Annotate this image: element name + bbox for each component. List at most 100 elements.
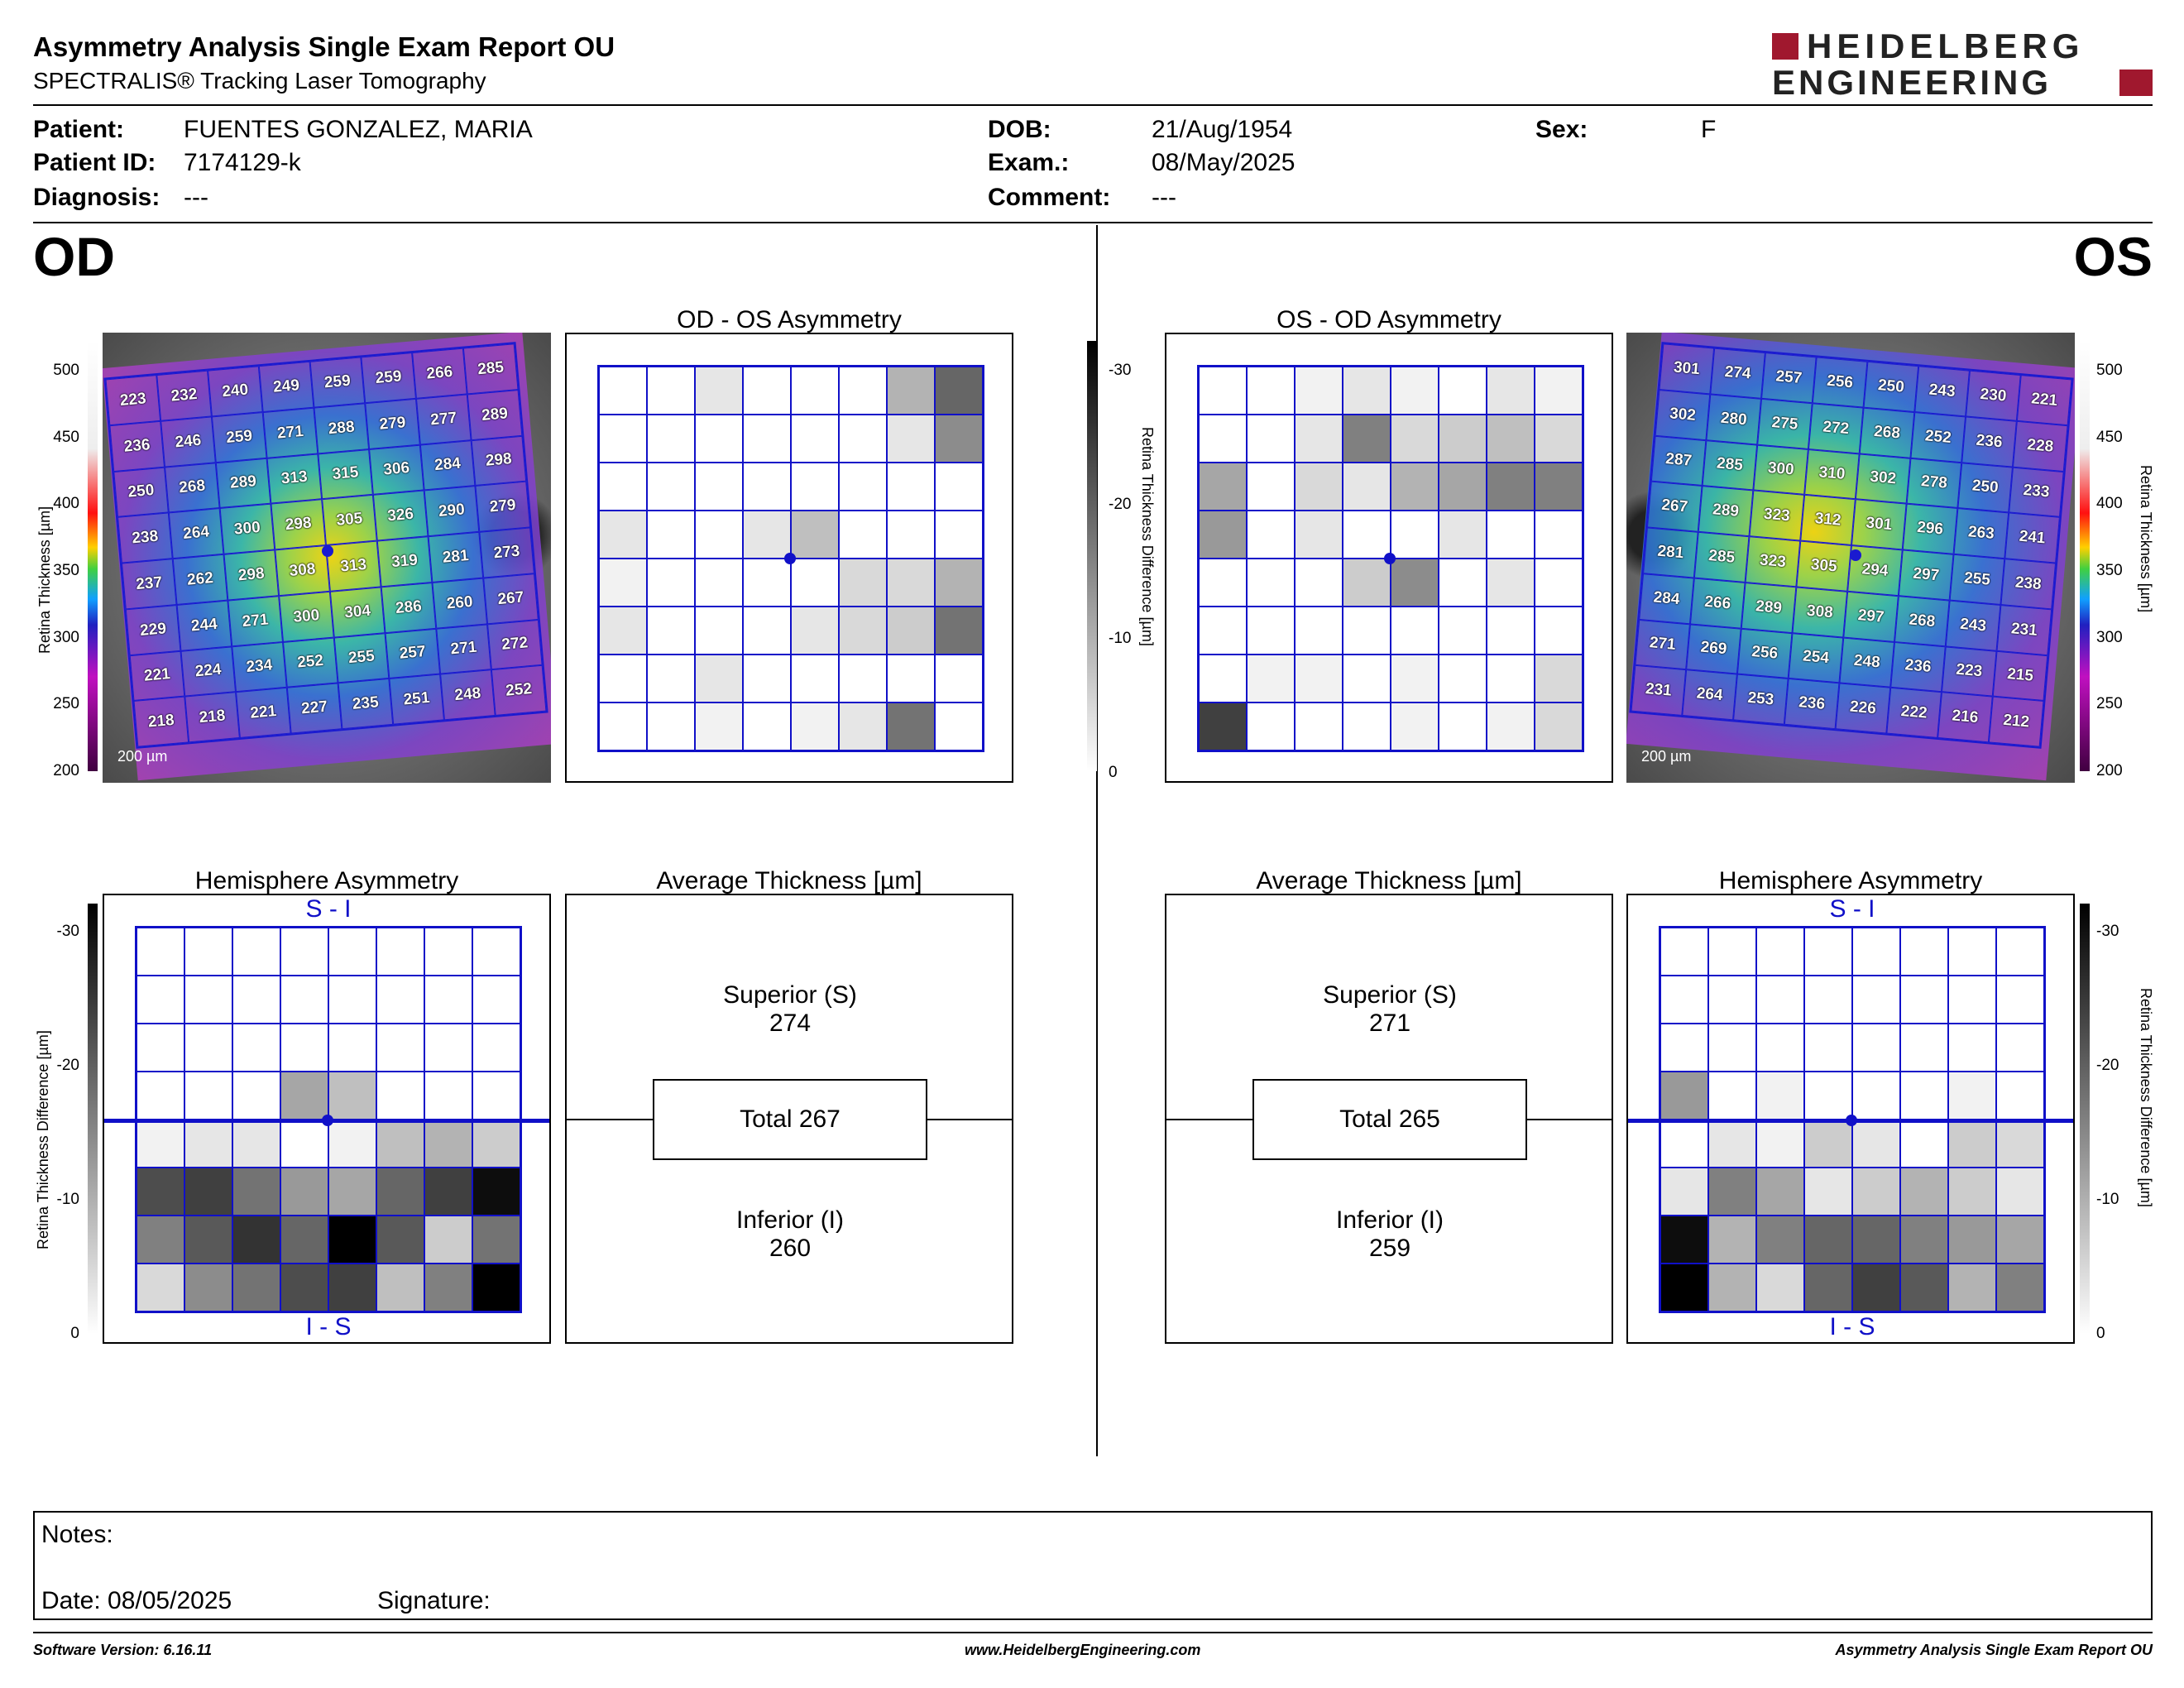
scale-tick-label: 350 [53,562,79,579]
comment-label: Comment: [988,184,1111,211]
od-thickness-cell: 267 [483,573,539,624]
od-hemi-cell [472,1120,520,1168]
os-asym-cell [1247,703,1295,750]
od-thickness-cell: 279 [365,398,420,449]
os-thickness-cell: 252 [1910,411,1966,463]
footer-rule [33,1632,2153,1633]
scale-tick-label: 0 [70,1325,79,1342]
od-asym-cell [839,415,887,463]
os-thickness-cell: 268 [1859,407,1915,458]
od-hemi-cell [472,1072,520,1120]
od-thickness-cell: 224 [180,645,237,697]
logo-square-red [1772,33,1798,60]
os-asym-cell [1247,655,1295,703]
scale-tick-label: 200 [53,762,79,779]
od-thickness-cell: 255 [333,632,390,683]
od-hemi-cell [136,1216,184,1264]
od-hemi-cell [424,1120,472,1168]
od-thickness-cell: 289 [215,458,271,509]
os-fundus-image: 301 274 257 256 250 243 230 221 302 280 275 272 268 2… [1626,333,2075,783]
diagnosis-value: --- [184,184,208,211]
os-asym-cell [1391,655,1439,703]
os-asym-cell [1391,415,1439,463]
os-thickness-cell: 323 [1745,536,1801,587]
od-hemi-fovea-dot [322,1115,333,1126]
os-thickness-axis-label: Retina Thickness [µm] [2138,465,2154,613]
os-asym-cell [1439,367,1487,415]
od-hemi-cell [472,928,520,976]
od-asym-fovea-dot [784,553,796,564]
os-asym-cell [1247,367,1295,415]
od-hemi-cell [328,976,376,1024]
scale-tick-label: 450 [2096,428,2123,446]
od-asym-panel [565,333,1013,783]
header-rule [33,104,2153,106]
scale-tick-label: 200 [2096,762,2123,779]
od-thickness-cell: 227 [286,683,342,734]
od-thickness-cell: 260 [432,578,488,629]
od-thickness-cell: 238 [117,512,173,563]
od-asym-cell [839,463,887,511]
os-asym-cell [1391,367,1439,415]
os-hemi-cell [1660,976,1708,1024]
patient-label: Patient: [33,116,125,143]
os-thickness-cell: 236 [1961,416,2017,468]
os-asym-cell [1487,607,1535,655]
scale-tick-label: 0 [1109,764,1118,781]
notes-signature[interactable]: Signature: [377,1587,491,1614]
od-hemi-cell [136,1024,184,1072]
od-hemi-cell [280,1216,328,1264]
od-asym-cell [695,415,743,463]
od-fovea-marker [322,545,333,557]
od-thickness-cell: 300 [279,591,334,642]
od-thickness-cell: 289 [467,389,523,440]
scale-tick-label: 500 [2096,362,2123,379]
od-hemi-cell [424,1072,472,1120]
os-asym-cell [1391,703,1439,750]
od-thickness-cell: 252 [282,637,338,688]
od-hemi-cell [376,1264,424,1312]
os-hemi-cell [1804,1120,1852,1168]
od-asym-cell [695,367,743,415]
os-asym-cell [1199,607,1247,655]
od-hemi-bottom-label: I - S [305,1313,352,1340]
od-inferior-value: 260 [769,1235,812,1262]
os-asym-cell [1439,703,1487,750]
os-hemi-cell [1708,976,1756,1024]
os-fovea-marker [1850,549,1861,561]
od-thickness-cell: 235 [338,679,394,730]
scale-tick-label: -30 [56,923,79,940]
os-thickness-cell: 285 [1702,439,1758,491]
od-thickness-cell: 248 [440,669,496,721]
od-inferior-label: Inferior (I) [735,1206,845,1234]
od-hemi-cell [424,928,472,976]
od-hemi-cell [184,1168,232,1216]
od-asym-cell [887,703,935,750]
scale-tick-label: 350 [2096,562,2123,579]
footer-website[interactable]: www.HeidelbergEngineering.com [965,1642,1201,1658]
od-asym-cell [743,511,791,559]
os-asym-cell [1343,511,1391,559]
os-hemi-cell [1756,1168,1804,1216]
os-asym-cell [1295,559,1343,607]
od-hemi-cell [136,928,184,976]
os-asym-cell [1199,559,1247,607]
os-hemi-cell [1804,1168,1852,1216]
os-hemi-cell [1948,1168,1996,1216]
os-hemi-cell [1660,928,1708,976]
os-thickness-cell: 243 [1945,600,2001,651]
od-hemi-cell [184,1072,232,1120]
od-asym-cell [695,703,743,750]
os-asym-cell [1535,415,1583,463]
scale-tick-label: 250 [53,695,79,713]
od-thickness-cell: 264 [168,508,224,559]
scale-tick-label: 450 [53,428,79,446]
os-hemi-cell [1804,1024,1852,1072]
os-hemi-cell [1660,1216,1708,1264]
od-asym-cell [743,655,791,703]
os-thickness-cell: 285 [1693,531,1750,583]
od-asym-grid [597,365,984,752]
od-asym-cell [599,607,647,655]
od-thickness-axis-label: Retina Thickness [µm] [36,506,53,654]
od-asym-cell [839,367,887,415]
